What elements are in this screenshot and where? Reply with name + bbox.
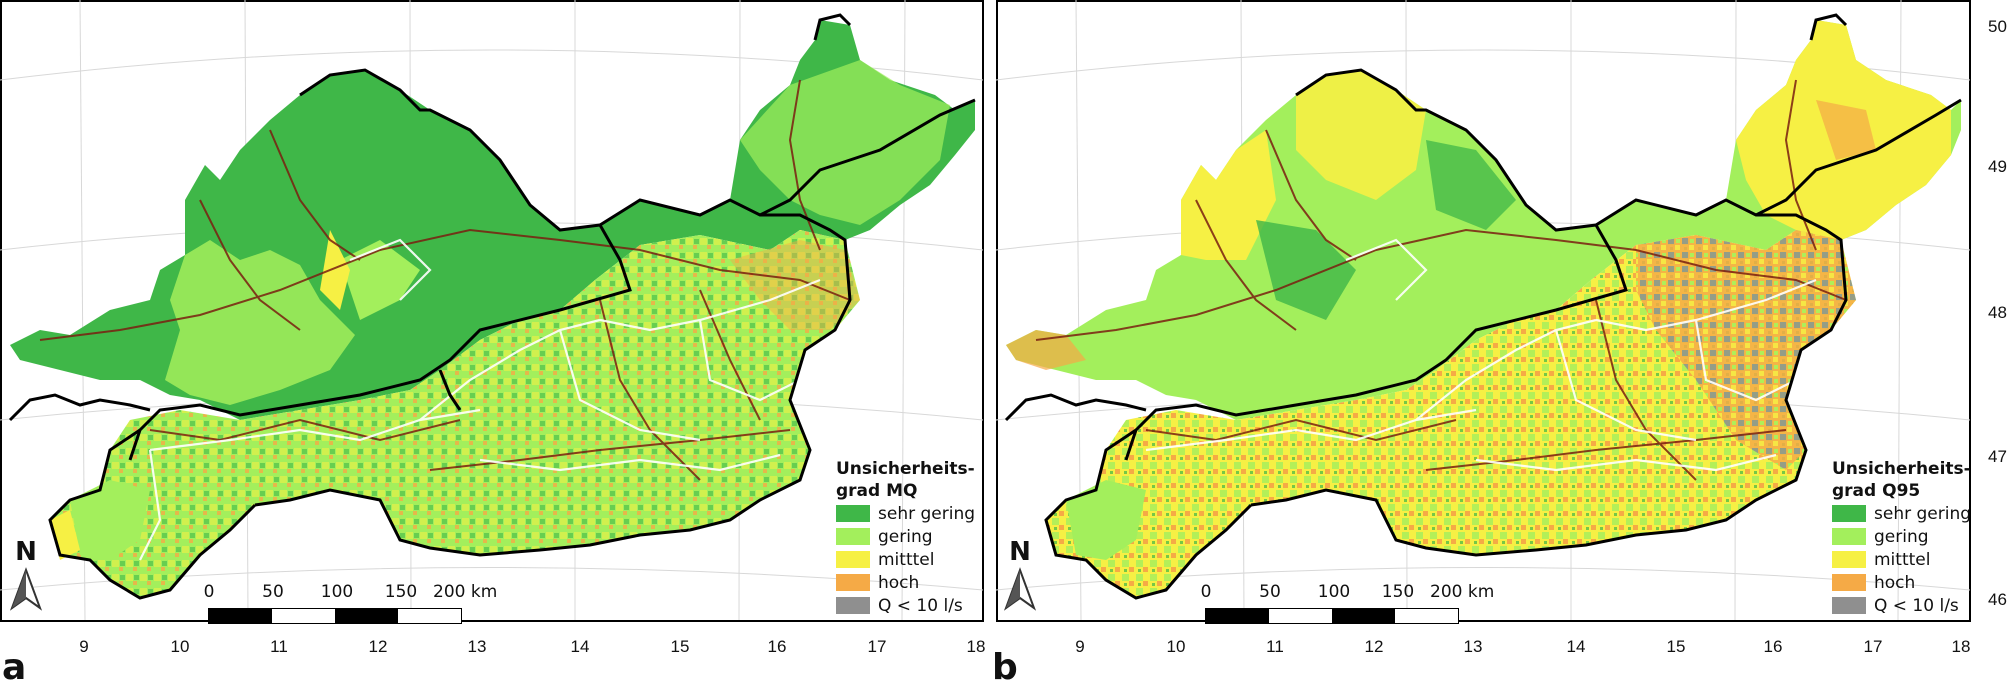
legend-swatch bbox=[1832, 574, 1866, 591]
legend-items: sehr gering gering mitttel hoch Q < 10 l/s bbox=[1832, 502, 1992, 617]
y-tick: 46 bbox=[1988, 590, 2007, 609]
x-tick: 11 bbox=[1266, 637, 1284, 656]
legend-label: hoch bbox=[1874, 572, 1916, 593]
y-tick: 50 bbox=[1988, 17, 2007, 36]
legend-swatch bbox=[836, 551, 870, 568]
north-arrow-a: N bbox=[6, 538, 46, 617]
legend-item: gering bbox=[1832, 525, 1992, 548]
scale-segments bbox=[1205, 608, 1459, 624]
legend-item: hoch bbox=[836, 571, 996, 594]
legend-title: Unsicherheits- bbox=[836, 459, 975, 479]
scale-label: 0 bbox=[1200, 582, 1212, 602]
x-tick: 17 bbox=[1864, 637, 1883, 656]
x-tick: 16 bbox=[1764, 637, 1783, 656]
north-arrow-b: N bbox=[1000, 538, 1040, 617]
legend-label: Q < 10 l/s bbox=[1874, 595, 1959, 616]
scale-label: 0 bbox=[203, 582, 215, 602]
scale-segments bbox=[208, 608, 462, 624]
legend-label: sehr gering bbox=[878, 503, 976, 524]
legend-swatch bbox=[836, 597, 870, 614]
legend-label: Q < 10 l/s bbox=[878, 595, 963, 616]
x-tick: 14 bbox=[1567, 637, 1586, 656]
x-tick: 13 bbox=[1464, 637, 1483, 656]
x-axis-ticks-a: 9 10 11 12 13 14 15 16 17 18 bbox=[79, 637, 985, 656]
legend-label: mitttel bbox=[878, 549, 935, 570]
north-arrow-icon bbox=[9, 567, 43, 611]
panel-label-b: b bbox=[992, 647, 1018, 688]
legend-label: hoch bbox=[878, 572, 920, 593]
legend-items: sehr gering gering mitttel hoch Q < 10 l/s bbox=[836, 502, 996, 617]
legend-item: Q < 10 l/s bbox=[1832, 594, 1992, 617]
scale-label: 50 bbox=[1259, 582, 1281, 602]
legend-title: grad MQ bbox=[836, 481, 918, 501]
legend-swatch bbox=[1832, 505, 1866, 522]
legend-title: grad Q95 bbox=[1832, 481, 1921, 501]
basin-boundaries-b bbox=[1145, 238, 1817, 472]
legend-item: sehr gering bbox=[836, 502, 996, 525]
legend-a: Unsicherheits- grad MQ sehr gering gering… bbox=[836, 458, 996, 617]
legend-label: gering bbox=[1874, 526, 1929, 547]
borders-b bbox=[1004, 13, 1962, 600]
scale-label: 100 bbox=[320, 582, 354, 602]
x-tick: 16 bbox=[768, 637, 787, 656]
scale-label: 150 bbox=[384, 582, 418, 602]
x-tick: 9 bbox=[1075, 637, 1084, 656]
scale-label: 200 km bbox=[433, 582, 498, 602]
scale-label: 50 bbox=[262, 582, 284, 602]
basin-boundaries-a bbox=[139, 238, 821, 561]
legend-label: sehr gering bbox=[1874, 503, 1972, 524]
x-tick: 13 bbox=[468, 637, 487, 656]
legend-label: mitttel bbox=[1874, 549, 1931, 570]
legend-swatch bbox=[1832, 528, 1866, 545]
legend-label: gering bbox=[878, 526, 933, 547]
x-tick: 15 bbox=[1667, 637, 1686, 656]
rivers-b bbox=[1035, 79, 1847, 481]
legend-swatch bbox=[1832, 551, 1866, 568]
x-tick: 17 bbox=[868, 637, 887, 656]
legend-swatch bbox=[1832, 597, 1866, 614]
map-region-north-light-a bbox=[165, 240, 355, 405]
scale-bar-b: 0 50 100 150 200 km bbox=[1201, 582, 1494, 642]
scale-label: 200 km bbox=[1430, 582, 1495, 602]
legend-item: gering bbox=[836, 525, 996, 548]
panel-label-a: a bbox=[2, 647, 27, 688]
scale-label: 100 bbox=[1317, 582, 1351, 602]
legend-swatch bbox=[836, 574, 870, 591]
x-axis-ticks-b: 9 10 11 12 13 14 15 16 17 18 bbox=[1075, 637, 1970, 656]
x-tick: 12 bbox=[369, 637, 388, 656]
y-axis-ticks-b: 50 49 48 47 46 bbox=[1988, 17, 2007, 609]
rivers-a bbox=[39, 79, 851, 481]
north-arrow-icon bbox=[1003, 567, 1037, 611]
x-tick: 18 bbox=[1952, 637, 1971, 656]
y-tick: 49 bbox=[1988, 157, 2007, 176]
x-tick: 10 bbox=[1167, 637, 1186, 656]
legend-item: Q < 10 l/s bbox=[836, 594, 996, 617]
legend-b: Unsicherheits- grad Q95 sehr gering gerin… bbox=[1832, 458, 1992, 617]
legend-item: sehr gering bbox=[1832, 502, 1992, 525]
scale-bar-a: 0 50 100 150 200 km bbox=[204, 582, 497, 642]
legend-item: mitttel bbox=[1832, 548, 1992, 571]
x-tick: 9 bbox=[79, 637, 88, 656]
x-tick: 10 bbox=[171, 637, 190, 656]
x-tick: 14 bbox=[571, 637, 590, 656]
x-tick: 18 bbox=[967, 637, 986, 656]
north-label: N bbox=[1009, 537, 1031, 567]
legend-swatch bbox=[836, 505, 870, 522]
legend-swatch bbox=[836, 528, 870, 545]
x-tick: 15 bbox=[671, 637, 690, 656]
north-label: N bbox=[15, 537, 37, 567]
legend-title: Unsicherheits- bbox=[1832, 459, 1971, 479]
borders-a bbox=[8, 13, 976, 600]
scale-label: 150 bbox=[1381, 582, 1415, 602]
y-tick: 47 bbox=[1988, 447, 2007, 466]
legend-item: hoch bbox=[1832, 571, 1992, 594]
y-tick: 48 bbox=[1988, 303, 2007, 322]
legend-item: mitttel bbox=[836, 548, 996, 571]
x-tick: 11 bbox=[270, 637, 288, 656]
x-tick: 12 bbox=[1365, 637, 1384, 656]
